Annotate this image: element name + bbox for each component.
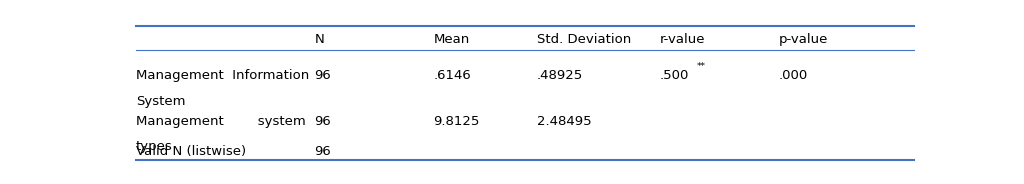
Text: 96: 96 <box>314 144 331 158</box>
Text: types: types <box>136 140 173 153</box>
Text: 9.8125: 9.8125 <box>433 115 480 128</box>
Text: .500: .500 <box>659 69 689 82</box>
Text: Management  Information: Management Information <box>136 69 309 82</box>
Text: Valid N (listwise): Valid N (listwise) <box>136 144 246 158</box>
Text: 96: 96 <box>314 69 331 82</box>
Text: p-value: p-value <box>778 33 828 46</box>
Text: **: ** <box>697 61 706 70</box>
Text: .6146: .6146 <box>433 69 471 82</box>
Text: r-value: r-value <box>659 33 706 46</box>
Text: 96: 96 <box>314 115 331 128</box>
Text: Mean: Mean <box>433 33 470 46</box>
Text: System: System <box>136 95 185 108</box>
Text: .000: .000 <box>778 69 808 82</box>
Text: Management        system: Management system <box>136 115 306 128</box>
Text: N: N <box>314 33 325 46</box>
Text: Std. Deviation: Std. Deviation <box>537 33 631 46</box>
Text: .48925: .48925 <box>537 69 583 82</box>
Text: 2.48495: 2.48495 <box>537 115 591 128</box>
